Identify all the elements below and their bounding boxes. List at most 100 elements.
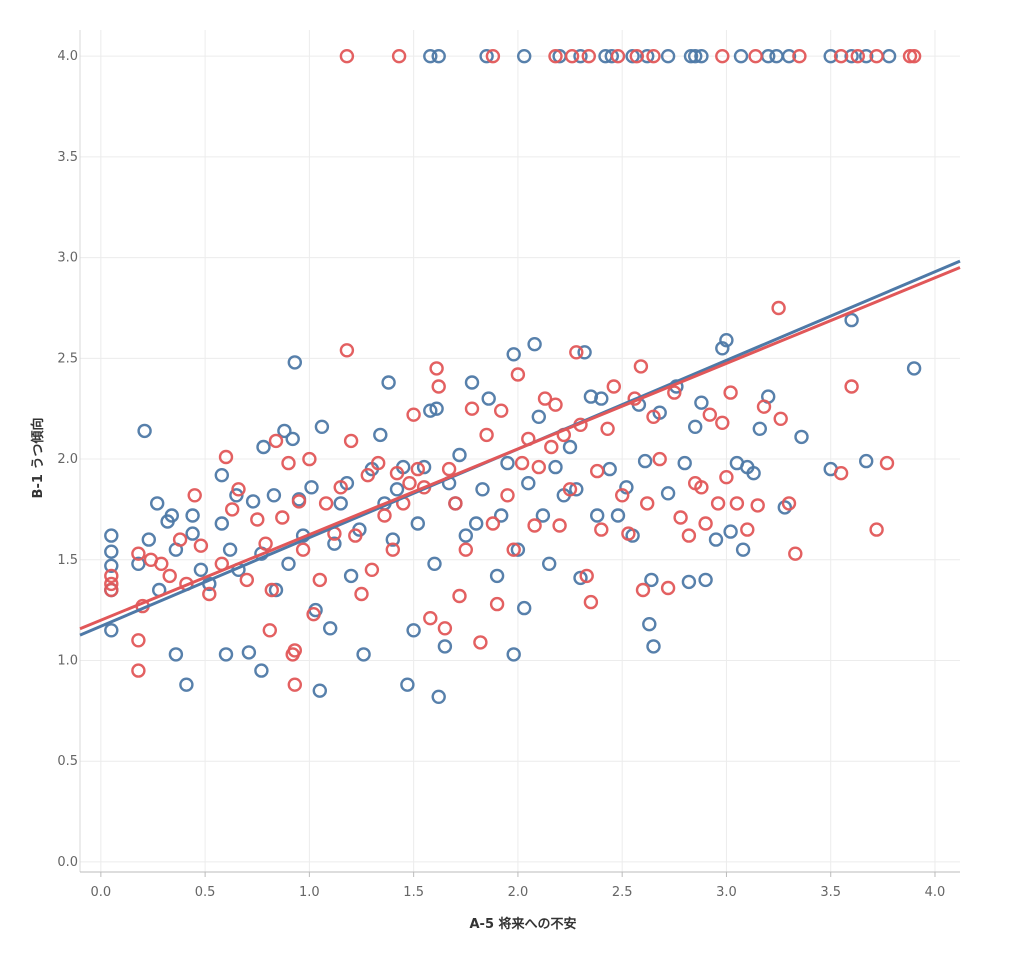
data-point-series-1 xyxy=(131,556,146,571)
data-point-series-1 xyxy=(256,439,271,455)
data-point-series-1 xyxy=(343,568,359,584)
data-point-series-2 xyxy=(406,407,421,422)
data-point-series-1 xyxy=(416,459,432,475)
data-point-series-1 xyxy=(694,49,709,64)
data-point-series-1 xyxy=(859,49,874,64)
data-point-series-2 xyxy=(250,512,265,527)
data-point-series-1 xyxy=(104,558,119,573)
data-point-series-2 xyxy=(291,494,307,509)
data-point-series-1 xyxy=(323,621,338,636)
data-point-series-1 xyxy=(268,582,284,598)
data-point-series-1 xyxy=(906,361,922,376)
data-point-series-1 xyxy=(688,49,703,64)
data-point-series-2 xyxy=(193,538,209,553)
data-point-series-1 xyxy=(683,49,699,64)
data-point-series-1 xyxy=(218,647,234,662)
data-point-series-1 xyxy=(677,455,692,471)
data-point-series-2 xyxy=(514,455,530,471)
data-point-series-1 xyxy=(573,570,588,586)
data-point-series-1 xyxy=(542,556,557,571)
data-point-series-1 xyxy=(573,49,588,64)
data-point-series-1 xyxy=(781,49,797,64)
data-point-series-1 xyxy=(312,683,327,698)
data-point-series-2 xyxy=(833,466,849,481)
data-point-series-2 xyxy=(756,399,772,414)
data-point-series-2 xyxy=(719,470,734,485)
data-point-series-1 xyxy=(427,556,442,571)
data-point-series-1 xyxy=(214,516,230,531)
data-point-series-1 xyxy=(794,429,809,445)
data-point-series-2 xyxy=(473,635,488,650)
data-point-series-2 xyxy=(537,391,553,406)
data-point-series-2 xyxy=(402,476,417,491)
data-point-series-1 xyxy=(698,572,713,588)
data-point-series-1 xyxy=(385,532,400,547)
data-point-series-1 xyxy=(644,572,659,588)
data-point-series-2 xyxy=(431,379,446,394)
data-point-series-2 xyxy=(306,607,321,622)
data-point-series-2 xyxy=(281,455,296,471)
data-point-series-1 xyxy=(577,345,592,360)
data-point-series-1 xyxy=(694,395,709,410)
data-point-series-1 xyxy=(141,532,157,547)
data-point-series-2 xyxy=(506,542,521,557)
data-point-series-1 xyxy=(381,375,396,390)
data-point-series-2 xyxy=(771,300,786,316)
data-point-series-2 xyxy=(902,49,918,64)
data-point-series-2 xyxy=(544,439,559,455)
data-point-series-1 xyxy=(610,508,626,523)
data-point-series-2 xyxy=(788,546,803,561)
data-point-series-2 xyxy=(339,343,355,358)
data-point-series-1 xyxy=(569,482,584,497)
data-point-series-1 xyxy=(859,453,874,469)
data-point-series-2 xyxy=(348,528,363,543)
data-point-series-1 xyxy=(304,480,319,495)
data-point-series-2 xyxy=(312,572,327,588)
data-point-series-1 xyxy=(494,508,509,523)
data-point-series-2 xyxy=(224,502,240,517)
data-point-series-1 xyxy=(314,419,330,434)
data-point-series-2 xyxy=(343,433,359,449)
data-point-series-2 xyxy=(702,407,717,422)
data-point-series-2 xyxy=(606,379,621,394)
data-point-series-1 xyxy=(619,480,634,495)
data-point-series-2 xyxy=(485,516,501,531)
data-point-series-1 xyxy=(469,516,484,531)
data-point-series-2 xyxy=(569,345,584,360)
data-point-series-2 xyxy=(581,49,596,64)
data-point-series-2 xyxy=(231,482,246,497)
data-point-series-2 xyxy=(377,508,392,523)
x-tick-label: 3.0 xyxy=(716,885,737,900)
data-point-series-2 xyxy=(594,522,609,537)
data-point-series-1 xyxy=(531,409,546,424)
data-point-series-1 xyxy=(637,453,653,469)
y-tick-label: 3.0 xyxy=(57,251,78,266)
data-point-series-2 xyxy=(360,468,375,483)
data-point-series-2 xyxy=(410,461,425,477)
data-point-series-2 xyxy=(715,415,730,430)
y-tick-label: 3.5 xyxy=(57,150,78,165)
data-point-series-1 xyxy=(277,423,292,439)
data-point-series-2 xyxy=(131,663,146,678)
data-point-series-2 xyxy=(202,586,217,602)
data-point-series-2 xyxy=(258,536,273,551)
data-point-series-1 xyxy=(642,617,657,632)
data-point-series-2 xyxy=(562,482,578,497)
data-point-series-2 xyxy=(673,510,688,525)
data-point-series-2 xyxy=(452,588,467,604)
data-point-series-1 xyxy=(287,355,302,370)
data-point-series-2 xyxy=(389,466,405,481)
data-point-series-2 xyxy=(218,449,234,465)
data-point-series-2 xyxy=(302,451,317,467)
data-point-series-2 xyxy=(391,49,407,64)
data-point-series-1 xyxy=(521,476,536,491)
data-point-series-1 xyxy=(562,439,578,455)
data-point-series-2 xyxy=(268,433,284,449)
data-point-series-2 xyxy=(458,542,473,557)
y-tick-label: 0.5 xyxy=(57,754,78,769)
data-point-series-2 xyxy=(295,542,311,557)
data-point-series-2 xyxy=(906,49,922,64)
data-point-series-1 xyxy=(464,375,480,390)
data-point-series-2 xyxy=(510,367,526,382)
data-point-series-2 xyxy=(869,522,884,537)
